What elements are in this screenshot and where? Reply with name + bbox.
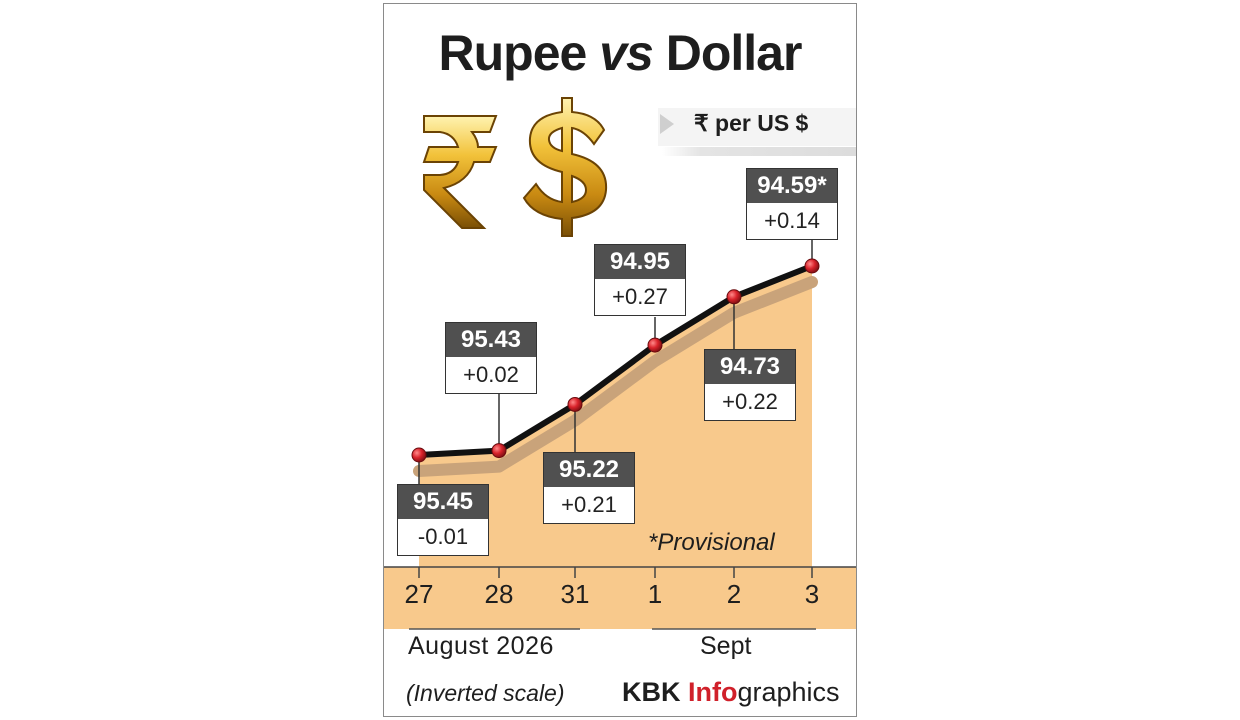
rupee-symbol-icon	[422, 115, 498, 229]
shadow-band-path	[413, 276, 818, 477]
value-label: 94.73	[705, 350, 795, 384]
month-label-sept: Sept	[700, 632, 752, 660]
provisional-note: *Provisional	[648, 529, 775, 556]
value-box-2sep: 94.73 +0.22	[704, 349, 796, 421]
axis-ticks	[384, 566, 856, 578]
infographic-card: Rupee vs Dollar ₹ per US $ 95.45 -0.01 9…	[383, 3, 857, 717]
data-points	[411, 258, 820, 463]
series-line	[418, 263, 814, 458]
data-point	[726, 289, 742, 305]
value-box-27aug: 95.45 -0.01	[397, 484, 489, 556]
change-label: +0.22	[722, 389, 778, 414]
unit-label-chevron	[660, 114, 674, 134]
inverted-scale-note: (Inverted scale)	[406, 680, 565, 706]
change-label: +0.21	[561, 492, 617, 517]
value-label: 95.45	[398, 485, 488, 519]
x-tick-label: 3	[804, 579, 820, 609]
dollar-symbol-icon	[522, 97, 608, 237]
month-label-august: August 2026	[408, 632, 554, 660]
change-label: +0.27	[612, 284, 668, 309]
data-point	[647, 337, 663, 353]
chart-area	[384, 97, 856, 630]
data-point	[491, 443, 507, 459]
area-fill-path	[419, 266, 812, 567]
value-box-28aug: 95.43 +0.02	[445, 322, 537, 394]
data-point	[804, 258, 820, 274]
x-tick-label: 27	[404, 579, 434, 609]
x-tick-label: 28	[484, 579, 514, 609]
x-tick-label: 1	[647, 579, 663, 609]
data-point	[411, 447, 427, 463]
chart-title: Rupee vs Dollar	[438, 25, 803, 81]
value-label: 95.43	[446, 323, 536, 357]
x-tick-label: 31	[560, 579, 590, 609]
unit-label-underline	[662, 147, 856, 156]
change-label: -0.01	[417, 524, 469, 549]
value-box-3sep: 94.59* +0.14	[746, 168, 838, 240]
value-label: 94.59*	[747, 169, 837, 203]
data-line	[418, 263, 814, 458]
unit-label-stripe	[658, 108, 856, 146]
value-box-1sep: 94.95 +0.27	[594, 244, 686, 316]
value-label: 95.22	[544, 453, 634, 487]
change-label: +0.14	[764, 208, 820, 233]
data-point	[567, 396, 583, 412]
axis-band	[384, 567, 856, 629]
area-fill	[419, 266, 812, 567]
shadow-band	[413, 276, 818, 477]
x-tick-label: 2	[726, 579, 742, 609]
value-label: 94.95	[595, 245, 685, 279]
value-box-31aug: 95.22 +0.21	[543, 452, 635, 524]
credit-logo: KBK Infographics	[622, 677, 840, 707]
change-label: +0.02	[463, 362, 519, 387]
unit-label: ₹ per US $	[694, 110, 809, 136]
